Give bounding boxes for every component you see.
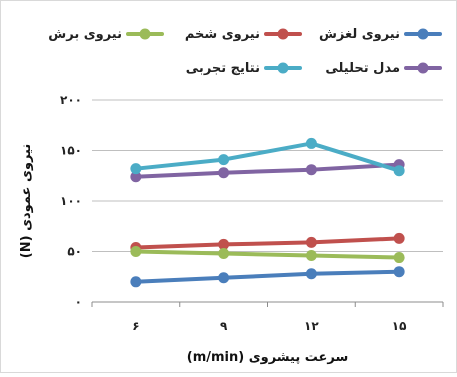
legend-item: مدل تحلیلی: [325, 61, 442, 76]
data-point: [130, 276, 142, 288]
data-point: [130, 171, 142, 183]
series-4: [130, 137, 405, 177]
legend: نیروی لغزش نیروی شخم نیروی برش مدل تحلیلی نت…: [48, 27, 442, 76]
data-point: [218, 167, 230, 179]
data-point: [305, 137, 317, 149]
legend-label: نیروی برش: [48, 27, 122, 42]
legend-label: مدل تحلیلی: [325, 61, 400, 76]
data-point: [218, 248, 230, 260]
data-point: [393, 252, 405, 264]
legend-marker: [417, 62, 429, 74]
x-tick-label: ۱۲: [304, 319, 319, 333]
series-1: [130, 232, 405, 253]
data-point: [218, 238, 230, 250]
legend-item: نیروی لغزش: [319, 27, 442, 42]
data-point: [393, 232, 405, 244]
data-point: [218, 272, 230, 284]
x-axis-title: سرعت پیشروی (m/min): [187, 350, 349, 365]
series-line: [133, 162, 402, 179]
y-tick-label: ۰: [75, 295, 82, 309]
series-line: [133, 141, 402, 173]
data-point: [305, 250, 317, 262]
legend-item: نتایج تجربی: [186, 61, 302, 76]
data-point: [305, 164, 317, 176]
x-tick-label: ۶: [132, 319, 139, 333]
legend-label: نتایج تجربی: [186, 61, 260, 76]
legend-label: نیروی لغزش: [319, 27, 400, 42]
axes: ۰ ۵۰ ۱۰۰ ۱۵۰ ۲۰۰ ۶ ۹ ۱۲ ۱۵: [60, 93, 444, 333]
series-0: [130, 266, 405, 288]
series-line: [133, 236, 402, 250]
data-point: [130, 163, 142, 175]
data-point: [130, 246, 142, 257]
y-tick-label: ۵۰: [67, 245, 82, 259]
series-layer: [130, 137, 405, 288]
legend-marker: [277, 62, 289, 74]
series-2: [130, 246, 405, 264]
data-point: [305, 236, 317, 248]
legend-marker: [139, 28, 151, 40]
legend-label: نیروی شخم: [185, 27, 260, 42]
data-point: [305, 268, 317, 280]
legend-item: نیروی شخم: [185, 27, 302, 42]
data-point: [393, 266, 405, 278]
y-tick-label: ۲۰۰: [60, 93, 82, 107]
x-tick-label: ۱۵: [392, 319, 407, 333]
data-point: [218, 154, 230, 166]
x-tick-label: ۹: [220, 319, 228, 333]
series-line: [133, 249, 402, 260]
data-point: [393, 165, 405, 177]
legend-marker: [277, 28, 289, 40]
y-axis-title: نیروی عمودی (N): [19, 144, 34, 258]
legend-item: نیروی برش: [48, 27, 164, 42]
y-tick-label: ۱۵۰: [60, 144, 82, 158]
y-tick-label: ۱۰۰: [60, 194, 82, 208]
legend-marker: [417, 28, 429, 40]
series-line: [133, 269, 402, 284]
